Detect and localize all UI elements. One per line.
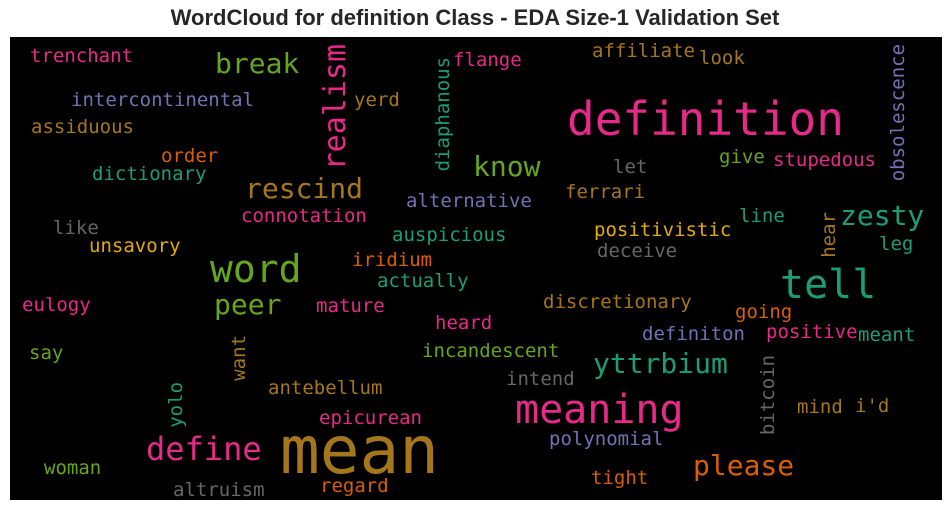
word-actually: actually [377, 270, 469, 292]
word-alternative: alternative [406, 190, 532, 212]
word-intend: intend [506, 368, 575, 390]
word-tell: tell [780, 262, 876, 308]
word-look: look [699, 47, 745, 69]
word-eulogy: eulogy [22, 294, 91, 316]
word-stupedous: stupedous [773, 149, 876, 171]
word-give: give [719, 146, 765, 168]
word-connotation: connotation [241, 205, 367, 227]
word-like: like [53, 217, 99, 239]
word-please: please [693, 449, 794, 482]
word-leg: leg [879, 233, 913, 255]
word-definiton: definiton [642, 323, 745, 345]
wordcloud-svg: trenchant break realism diaphanous flange aff… [22, 40, 924, 500]
word-hear: hear [818, 212, 840, 258]
word-positivistic: positivistic [594, 219, 731, 241]
word-altruism: altruism [173, 479, 265, 500]
word-yerd: yerd [354, 89, 400, 111]
word-yttrbium: yttrbium [593, 347, 728, 380]
word-i-d: i'd [855, 395, 889, 417]
word-rescind: rescind [245, 172, 363, 205]
word-discretionary: discretionary [543, 291, 692, 313]
word-define: define [146, 430, 262, 468]
word-epicurean: epicurean [319, 407, 422, 429]
word-ferrari: ferrari [565, 181, 645, 203]
word-incandescent: incandescent [422, 340, 559, 362]
word-dictionary: dictionary [92, 163, 206, 185]
word-regard: regard [320, 475, 389, 497]
word-auspicious: auspicious [392, 224, 506, 246]
word-heard: heard [435, 312, 492, 334]
word-know: know [473, 150, 541, 183]
word-order: order [161, 145, 218, 167]
word-intercontinental: intercontinental [71, 89, 254, 111]
word-woman: woman [44, 457, 101, 479]
word-break: break [215, 47, 299, 80]
word-antebellum: antebellum [268, 377, 382, 399]
word-bitcoin: bitcoin [757, 355, 779, 435]
word-trenchant: trenchant [30, 45, 133, 67]
word-definition: definition [567, 92, 844, 146]
word-affiliate: affiliate [592, 40, 695, 62]
word-word: word [210, 247, 302, 291]
word-want: want [228, 335, 250, 381]
word-tight: tight [591, 467, 648, 489]
word-yolo: yolo [165, 382, 187, 428]
word-flange: flange [453, 49, 522, 71]
word-mind: mind [797, 396, 843, 418]
word-realism: realism [318, 44, 353, 170]
word-diaphanous: diaphanous [432, 57, 454, 171]
word-peer: peer [214, 288, 281, 321]
word-say: say [29, 342, 63, 364]
word-line: line [739, 205, 785, 227]
word-iridium: iridium [352, 249, 432, 271]
chart-title: WordCloud for definition Class - EDA Siz… [170, 5, 780, 30]
wordcloud-canvas: trenchant break realism diaphanous flange aff… [10, 37, 942, 500]
word-let: let [613, 156, 647, 178]
word-unsavory: unsavory [89, 235, 181, 257]
word-meaning: meaning [515, 387, 684, 433]
word-mean: mean [280, 412, 439, 489]
word-mature: mature [316, 295, 385, 317]
word-obsolescence: obsolescence [887, 44, 909, 181]
word-deceive: deceive [597, 240, 677, 262]
word-zesty: zesty [840, 199, 924, 232]
word-polynomial: polynomial [549, 428, 663, 450]
word-assiduous: assiduous [31, 116, 134, 138]
word-positive: positive [766, 321, 858, 343]
word-going: going [735, 301, 792, 323]
word-meant: meant [858, 324, 915, 346]
